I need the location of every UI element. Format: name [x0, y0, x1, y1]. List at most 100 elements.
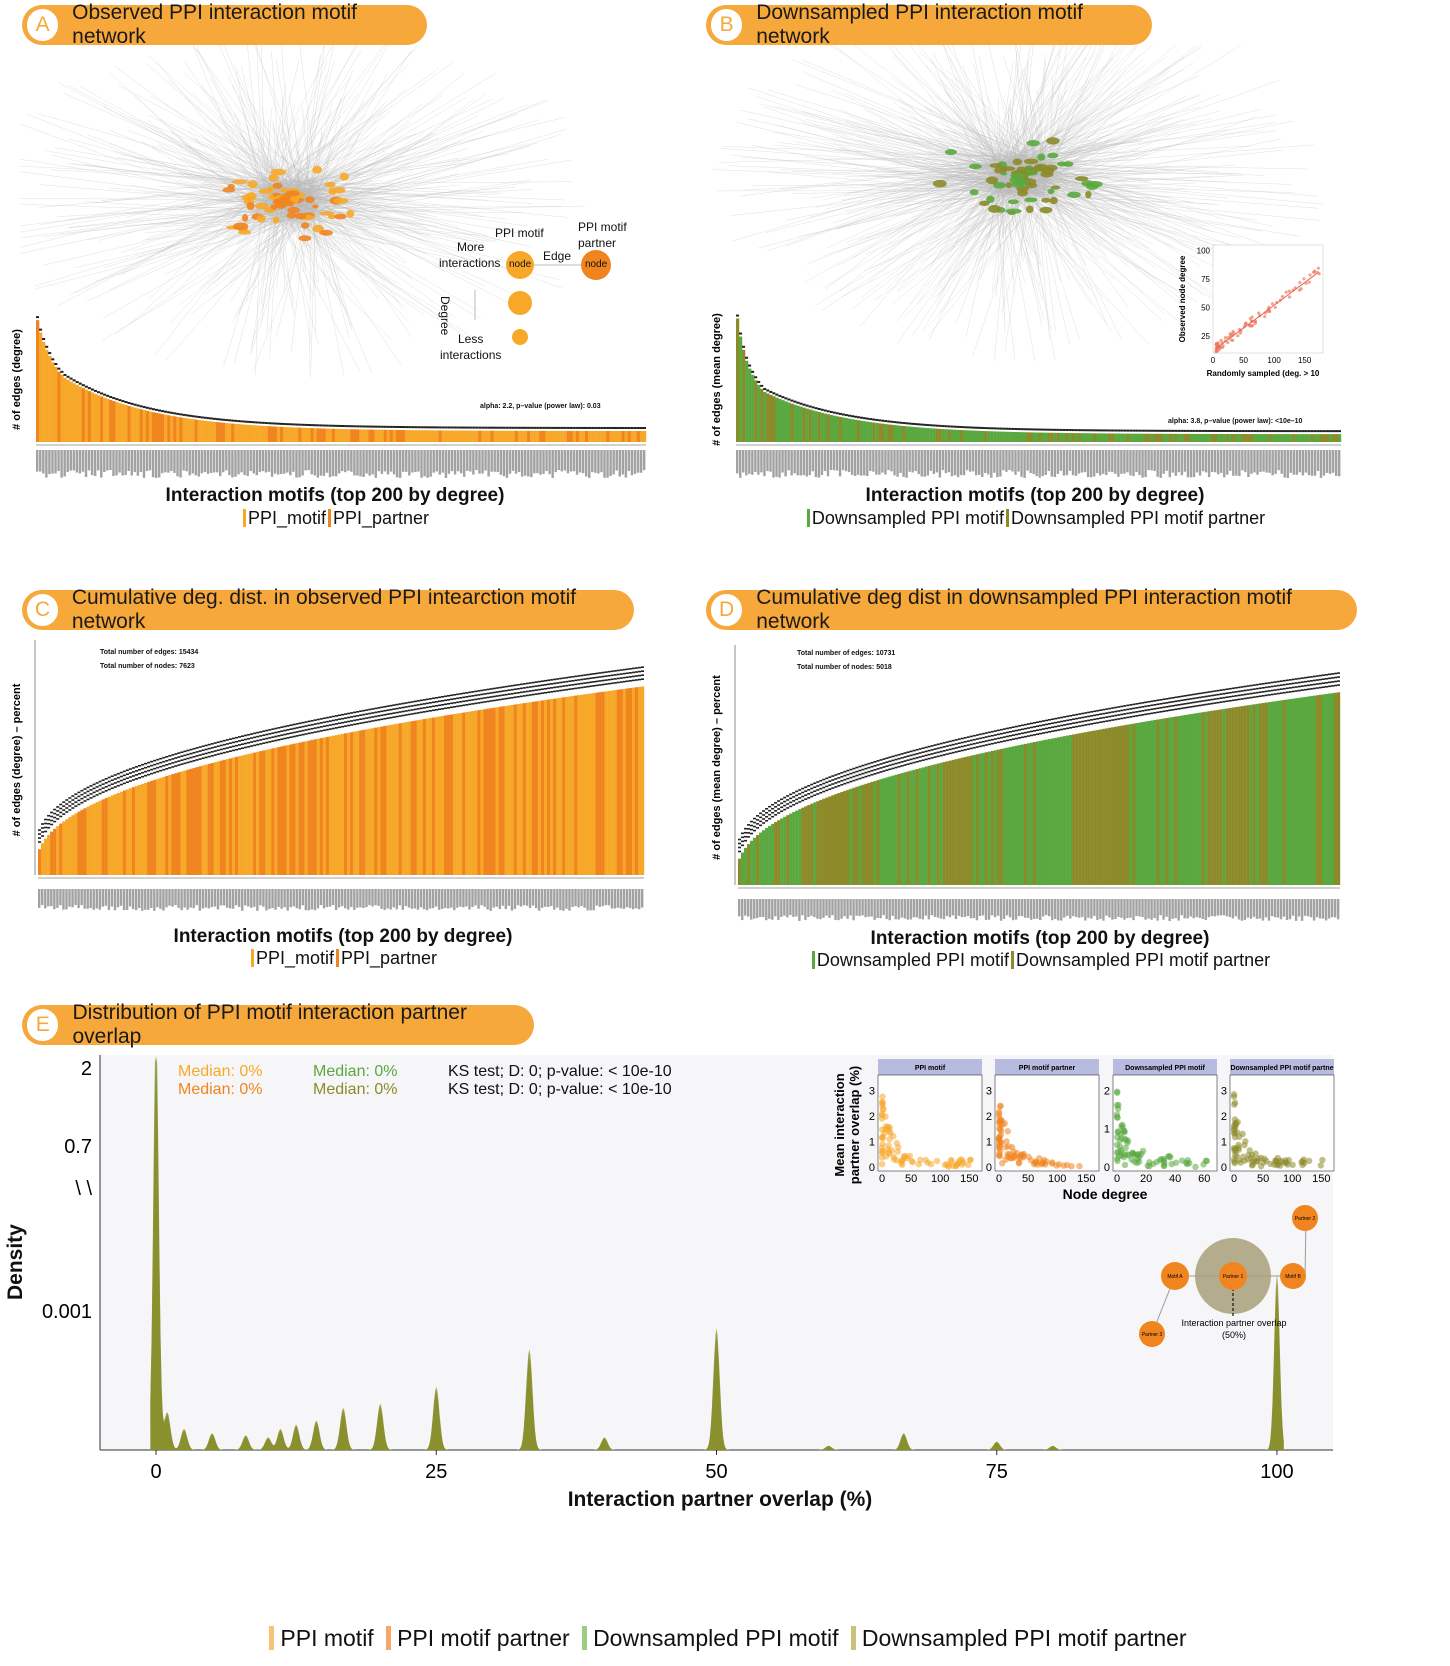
label-mark — [416, 712, 420, 714]
error-bar — [1316, 430, 1320, 433]
label-mark — [870, 773, 874, 776]
network-edge — [766, 171, 1026, 196]
network-edge — [1023, 45, 1054, 164]
network-edge — [1028, 185, 1105, 255]
network-node — [222, 187, 236, 193]
label-mark — [419, 703, 423, 706]
tick-label — [583, 889, 586, 908]
bar — [198, 766, 202, 875]
tick-label — [1223, 450, 1226, 478]
network-node — [312, 165, 323, 174]
network-node — [1050, 185, 1061, 190]
bar — [511, 430, 516, 442]
label-mark — [104, 778, 108, 780]
tick-label — [350, 889, 353, 907]
error-bar — [911, 422, 915, 425]
network-edge — [801, 111, 991, 156]
bar — [819, 799, 823, 885]
network-edge — [894, 183, 1004, 285]
tick-label — [240, 450, 243, 473]
label-mark — [159, 757, 163, 760]
label-mark — [804, 790, 808, 792]
bar — [601, 691, 605, 875]
error-bar — [371, 425, 375, 428]
bar — [858, 785, 862, 885]
label-mark — [571, 687, 575, 690]
tick-label — [811, 450, 815, 472]
label-mark — [107, 788, 111, 791]
label-mark — [741, 832, 745, 835]
tick-label — [359, 450, 362, 477]
network-node — [268, 194, 275, 200]
tick-label — [104, 889, 108, 906]
error-bar — [520, 426, 524, 429]
label-mark — [789, 793, 793, 796]
bar — [356, 730, 360, 875]
label-mark — [819, 779, 823, 782]
label-mark — [565, 676, 569, 679]
inset-ytick: 25 — [1201, 332, 1210, 341]
bar — [195, 767, 199, 875]
label-mark — [401, 706, 405, 709]
label-mark — [325, 728, 329, 731]
network-node — [254, 202, 269, 210]
label-mark — [774, 810, 778, 812]
network-edge — [261, 206, 279, 323]
error-bar — [606, 426, 610, 429]
motif-node-medium — [508, 291, 532, 315]
network-edge — [282, 120, 292, 190]
inset-point — [1249, 324, 1253, 328]
network-edge — [1025, 115, 1036, 160]
bar — [286, 427, 290, 442]
tick-label — [62, 889, 65, 910]
tick-label — [310, 450, 313, 475]
error-bar — [307, 424, 311, 427]
label-mark — [101, 783, 105, 785]
tick-label — [244, 889, 247, 906]
error-bar — [1032, 428, 1036, 431]
error-bar — [331, 424, 335, 427]
tick-label — [968, 450, 972, 472]
tick-label — [493, 450, 496, 472]
network-edge — [821, 170, 1028, 311]
label-mark — [383, 709, 387, 712]
tick-label — [484, 450, 487, 471]
label-mark — [150, 768, 154, 771]
bar — [926, 428, 930, 442]
bar — [313, 739, 317, 875]
label-mark — [119, 783, 123, 786]
label-mark — [753, 829, 757, 832]
bar — [759, 832, 763, 885]
error-bar — [1198, 429, 1202, 432]
label-mark — [559, 689, 563, 692]
bar — [368, 728, 372, 875]
bar — [392, 724, 396, 875]
error-bar — [212, 417, 216, 420]
label-mark — [331, 715, 335, 718]
label-mark — [268, 733, 272, 735]
label-mark — [553, 678, 557, 681]
label-mark — [144, 774, 148, 777]
tick-label — [168, 889, 171, 906]
label-mark — [319, 722, 323, 724]
bar — [571, 695, 575, 875]
network-edge — [290, 181, 572, 185]
label-mark — [525, 690, 529, 693]
network-edges — [20, 45, 585, 378]
label-mark — [855, 770, 859, 773]
tick-label — [805, 450, 808, 477]
label-mark — [428, 702, 432, 704]
error-bar — [636, 426, 640, 429]
error-bar — [1053, 428, 1057, 431]
error-bar — [1192, 429, 1196, 432]
tick-label — [556, 889, 559, 908]
bar — [274, 747, 278, 875]
tick-label — [183, 889, 186, 908]
network-edge — [281, 45, 295, 205]
label-mark — [431, 705, 435, 708]
bar — [328, 736, 333, 875]
label-mark — [271, 736, 275, 738]
tick-label — [1229, 450, 1232, 471]
label-mark — [310, 731, 314, 734]
error-bar — [869, 418, 873, 421]
